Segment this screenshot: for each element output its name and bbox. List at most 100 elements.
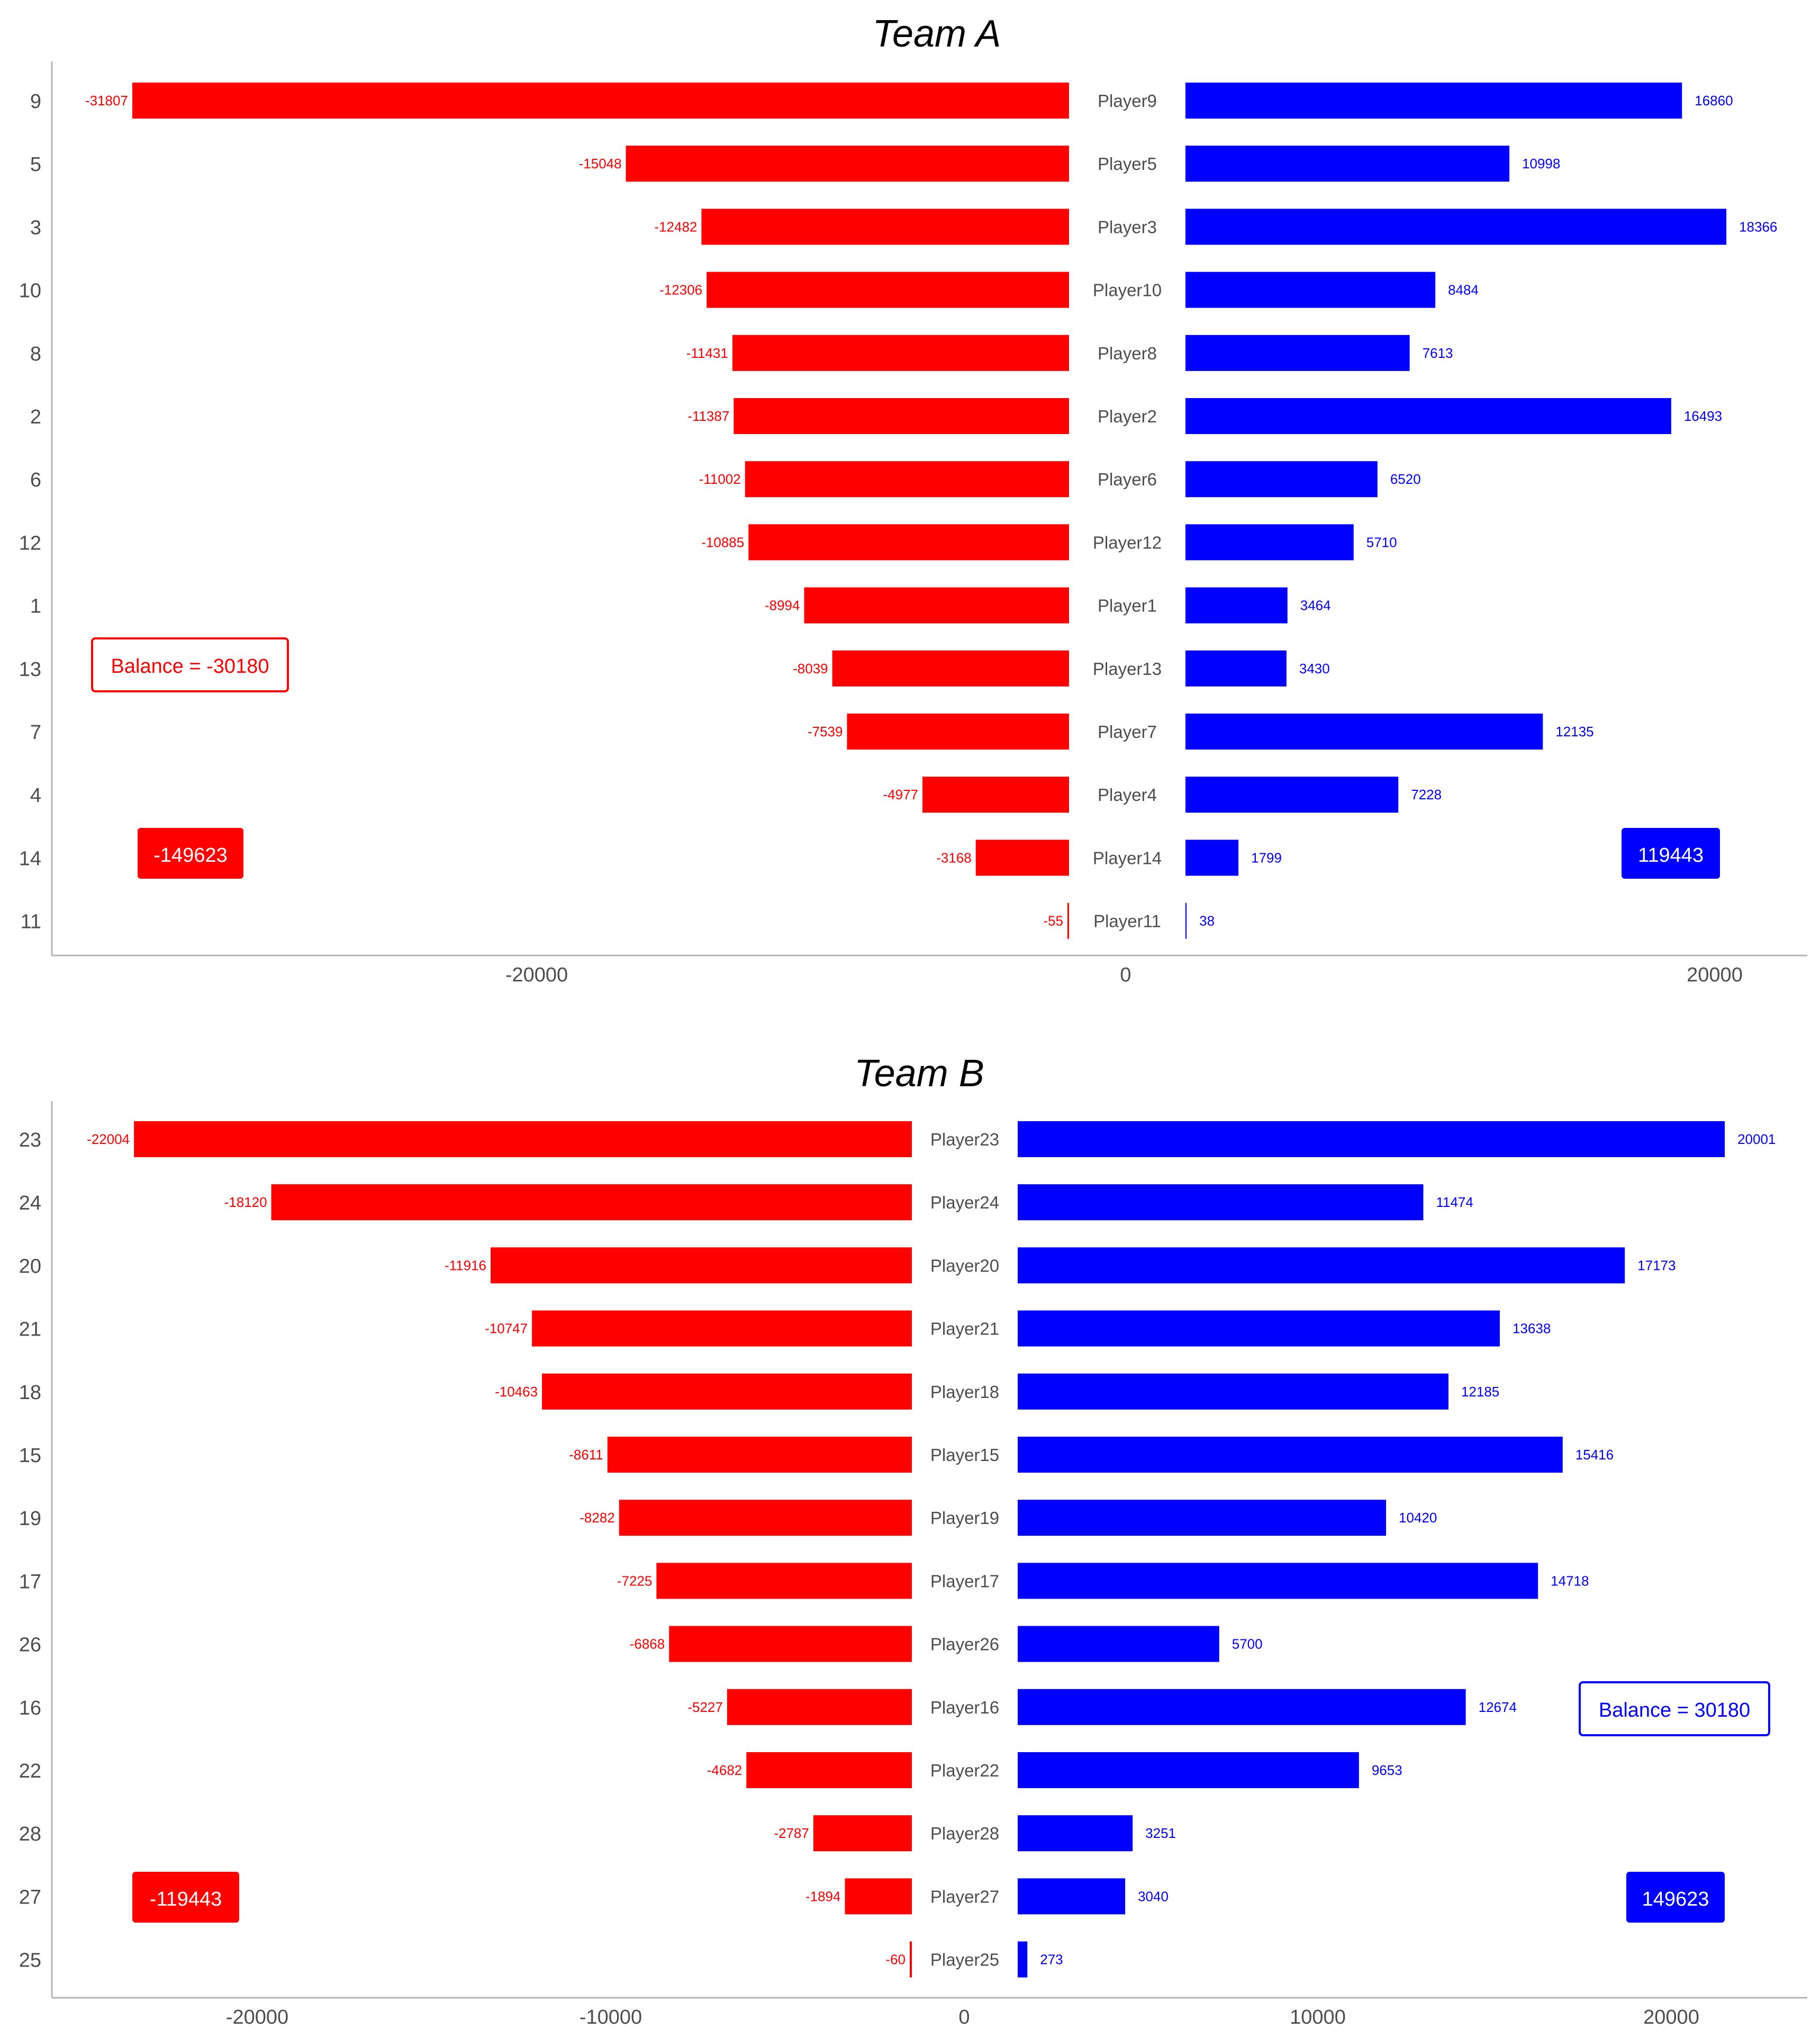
team-a-negative-value-label: -8039 — [793, 661, 828, 677]
team-a-x-tick-label: 0 — [1120, 964, 1131, 986]
team-a-player-label: Player13 — [1093, 659, 1162, 679]
team-a-negative-value-label: -11387 — [687, 408, 729, 424]
team-b-negative-bar — [727, 1689, 912, 1725]
team-a-positive-bar — [1185, 650, 1287, 687]
team-b-player-label: Player19 — [930, 1508, 999, 1528]
team-b-x-tick-label: 0 — [958, 2006, 970, 2028]
team-b-category-label: 28 — [19, 1823, 41, 1845]
team-b-positive-bar — [1018, 1247, 1625, 1284]
team-b-positive-bar — [1018, 1752, 1359, 1788]
team-a-category-label: 14 — [19, 847, 41, 870]
team-a-negative-bar — [132, 83, 1070, 119]
team-b-positive-total-label: 149623 — [1642, 1888, 1709, 1910]
team-b-negative-bar — [845, 1878, 912, 1915]
team-a-player-label: Player8 — [1098, 344, 1157, 363]
team-b-category-label: 24 — [19, 1192, 41, 1214]
team-a-negative-bar — [745, 461, 1069, 498]
team-b-positive-value-label: 11474 — [1436, 1194, 1473, 1210]
team-b-negative-bar — [813, 1815, 912, 1852]
team-a-player-label: Player1 — [1098, 596, 1157, 616]
team-a-positive-value-label: 7613 — [1423, 345, 1453, 361]
team-b-positive-total-fill — [1626, 1872, 1725, 1923]
team-a-negative-bar — [748, 524, 1069, 561]
team-a-negative-total-box: -149623 — [138, 828, 243, 879]
team-b-x-tick-label: 10000 — [1290, 2006, 1346, 2028]
team-a-negative-value-label: -8994 — [765, 598, 800, 614]
team-b-x-tick-label: -20000 — [226, 2006, 288, 2028]
team-b-balance-frame — [1579, 1681, 1770, 1736]
team-a-positive-bar — [1185, 587, 1288, 624]
team-a-player-label: Player5 — [1098, 154, 1157, 174]
team-a-positive-bar — [1185, 461, 1378, 498]
team-a-negative-bar — [626, 146, 1069, 182]
team-a-category-label: 10 — [19, 280, 41, 302]
team-b-positive-value-label: 3040 — [1138, 1888, 1169, 1904]
team-a-balance-box: Balance = -30180 — [91, 637, 289, 692]
team-a-category-label: 1 — [30, 596, 41, 618]
team-b-positive-bar — [1018, 1121, 1725, 1157]
team-a-negative-value-label: -3168 — [936, 850, 972, 865]
team-b-category-label: 15 — [19, 1445, 41, 1467]
team-b-negative-total-fill — [132, 1872, 239, 1923]
team-a-positive-value-label: 10998 — [1522, 156, 1560, 172]
team-a-negative-bar — [732, 335, 1069, 371]
team-a-positive-bar — [1185, 903, 1187, 939]
team-b-negative-bar — [271, 1184, 912, 1221]
team-a-x-tick-label: -20000 — [505, 964, 568, 986]
team-a-negative-total-fill — [138, 828, 243, 879]
team-a-positive-total-box: 119443 — [1622, 828, 1720, 879]
team-b-bars: -22004 20001 Player23 -18120 11474 Player24 -1… — [87, 1121, 1776, 1978]
team-a-positive-bar — [1185, 272, 1436, 308]
team-b-positive-bar — [1018, 1941, 1028, 1978]
team-a-positive-bar — [1185, 146, 1510, 182]
team-b-negative-bar — [619, 1500, 912, 1536]
team-a-negative-value-label: -7539 — [808, 724, 843, 740]
team-a-negative-bar — [701, 209, 1069, 245]
team-b-negative-value-label: -8282 — [579, 1510, 615, 1526]
team-b-negative-bar — [542, 1373, 912, 1410]
team-a-panel: Team A -31807 16860 Player9 -15048 10998 Play… — [19, 13, 1807, 986]
team-b-negative-value-label: -5227 — [687, 1699, 723, 1715]
team-b-player-label: Player15 — [930, 1445, 999, 1465]
team-b-positive-total-box: 149623 — [1626, 1872, 1725, 1923]
team-a-player-label: Player2 — [1098, 407, 1157, 426]
team-a-negative-value-label: -4977 — [883, 787, 919, 802]
team-b-positive-value-label: 3251 — [1145, 1825, 1176, 1841]
team-b-category-label: 21 — [19, 1319, 41, 1341]
team-a-player-label: Player7 — [1098, 722, 1157, 742]
team-a-negative-value-label: -11431 — [686, 345, 728, 361]
team-b-negative-bar — [669, 1626, 912, 1662]
team-a-negative-total-label: -149623 — [153, 844, 227, 867]
team-b-positive-value-label: 20001 — [1737, 1131, 1776, 1147]
team-b-negative-value-label: -6868 — [630, 1636, 665, 1652]
team-a-negative-bar — [975, 840, 1069, 876]
team-b-positive-bar — [1018, 1500, 1387, 1536]
team-b-positive-value-label: 9653 — [1372, 1762, 1402, 1778]
team-a-positive-value-label: 3430 — [1299, 661, 1330, 677]
team-a-bars: -31807 16860 Player9 -15048 10998 Player5 -124… — [85, 83, 1777, 939]
team-b-category-label: 25 — [19, 1950, 41, 1972]
team-a-negative-value-label: -10885 — [701, 534, 744, 550]
team-a-positive-value-label: 8484 — [1448, 282, 1479, 298]
team-b-positive-value-label: 14718 — [1551, 1573, 1589, 1589]
team-b-x-tick-label: 20000 — [1643, 2006, 1699, 2028]
team-b-player-label: Player22 — [930, 1761, 999, 1780]
team-b-negative-value-label: -2787 — [774, 1825, 809, 1841]
team-b-negative-bar — [607, 1437, 912, 1473]
team-b-negative-value-label: -10747 — [485, 1321, 528, 1337]
team-a-negative-value-label: -31807 — [85, 93, 128, 109]
team-b-negative-value-label: -11916 — [445, 1257, 486, 1273]
team-a-negative-bar — [847, 714, 1069, 750]
team-a-balance-label: Balance = -30180 — [111, 655, 269, 678]
team-a-negative-bar — [734, 398, 1069, 434]
team-b-category-label: 17 — [19, 1571, 41, 1593]
team-b-negative-total-label: -119443 — [150, 1888, 222, 1910]
team-b-positive-bar — [1018, 1815, 1133, 1852]
team-a-player-label: Player14 — [1093, 848, 1162, 868]
team-a-category-label: 7 — [30, 722, 41, 744]
team-b-balance-box: Balance = 30180 — [1579, 1681, 1770, 1736]
team-b-player-label: Player21 — [930, 1319, 999, 1339]
team-a-positive-bar — [1185, 524, 1354, 561]
team-a-category-label: 2 — [30, 406, 41, 428]
team-b-negative-bar — [909, 1941, 912, 1978]
